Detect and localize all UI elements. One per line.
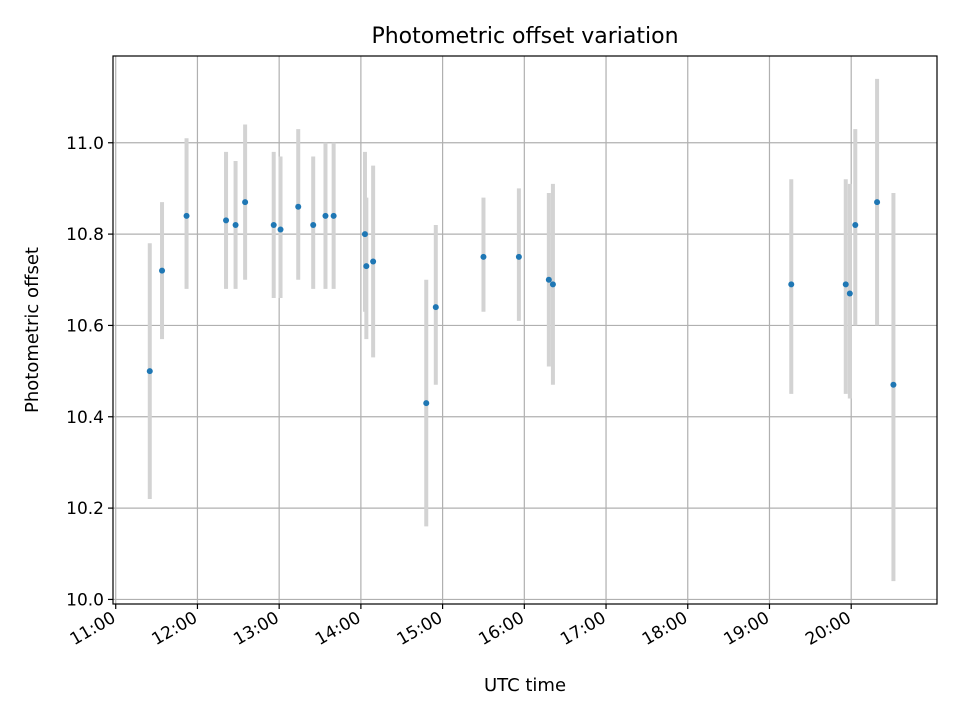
data-point (874, 199, 881, 206)
data-points (146, 199, 897, 407)
data-point (361, 231, 368, 238)
grid (113, 56, 937, 604)
data-point (363, 263, 370, 270)
data-point (242, 199, 249, 206)
data-point (890, 381, 897, 388)
data-point (842, 281, 849, 288)
data-point (330, 212, 337, 219)
data-point (270, 221, 277, 228)
y-tick-label: 10.4 (66, 408, 104, 428)
chart-title: Photometric offset variation (371, 24, 678, 49)
data-point (277, 226, 284, 233)
data-point (846, 290, 853, 297)
y-tick-label: 10.6 (66, 316, 104, 336)
data-point (432, 304, 439, 311)
y-axis-label: Photometric offset (22, 247, 43, 413)
data-point (146, 368, 153, 375)
x-axis-label: UTC time (484, 675, 566, 696)
plot-frame (112, 55, 938, 605)
y-tick-label: 10.0 (66, 590, 104, 610)
data-point (852, 221, 859, 228)
data-point (223, 217, 230, 224)
y-tick-label: 11.0 (66, 134, 104, 154)
data-point (545, 276, 552, 283)
data-point (549, 281, 556, 288)
y-axis-ticks: 10.0 10.2 10.4 10.6 10.8 11.0 (66, 134, 113, 610)
data-point (310, 221, 317, 228)
data-point (788, 281, 795, 288)
data-point (423, 400, 430, 407)
data-point (515, 253, 522, 260)
data-point (370, 258, 377, 265)
y-tick-label: 10.8 (66, 225, 104, 245)
data-point (480, 253, 487, 260)
data-point (322, 212, 329, 219)
data-point (159, 267, 166, 274)
data-point (183, 212, 190, 219)
data-point (295, 203, 302, 210)
y-tick-label: 10.2 (66, 499, 104, 519)
data-point (232, 221, 239, 228)
